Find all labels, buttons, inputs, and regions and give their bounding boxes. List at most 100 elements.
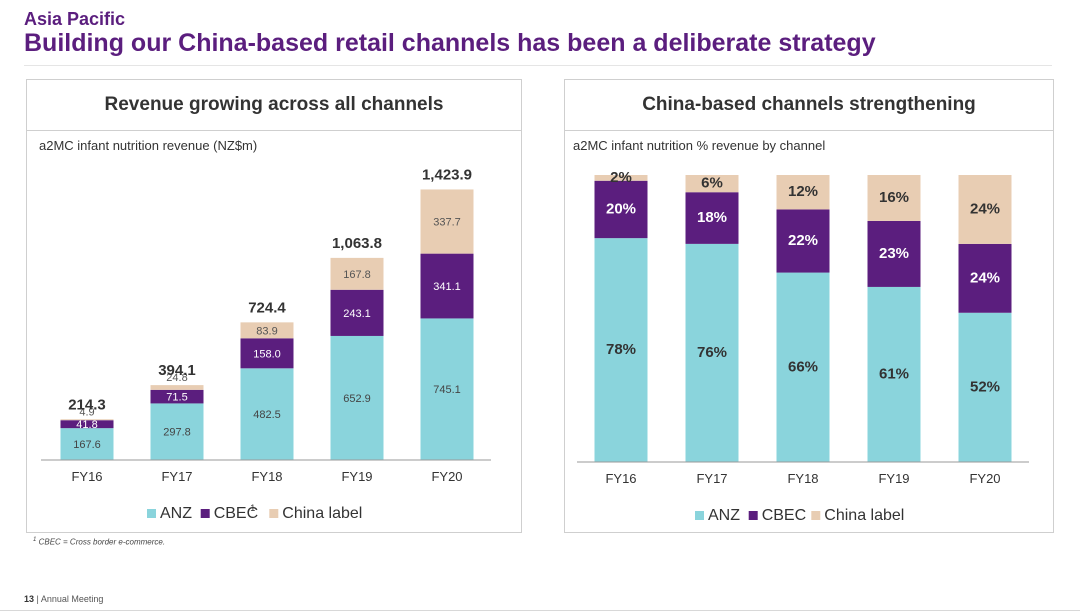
data-label-china-label-fy17: 24.8: [166, 372, 187, 384]
bar-anz-fy20: [420, 318, 474, 460]
x-tick-fy20: FY20: [431, 469, 462, 484]
total-label-fy19: 1,063.8: [332, 235, 382, 252]
x-tick-fy17: FY17: [161, 469, 192, 484]
bar-anz-fy18: [240, 368, 294, 460]
data-label-china-label-fy19: 16%: [879, 189, 909, 206]
footer-separator: |: [36, 594, 39, 604]
bar-cbec-fy20: [958, 243, 1012, 313]
data-label-china-label-fy20: 337.7: [433, 217, 461, 229]
data-label-cbec-fy19: 23%: [879, 245, 909, 262]
revenue-chart-panel: Revenue growing across all channels a2MC…: [26, 79, 522, 533]
data-label-anz-fy17: 297.8: [163, 427, 191, 439]
bar-anz-fy16: [594, 238, 648, 462]
legend-label-cbec: CBEC: [214, 505, 258, 522]
data-label-anz-fy18: 482.5: [253, 409, 281, 421]
data-label-anz-fy19: 652.9: [343, 393, 371, 405]
bar-cbec-fy19: [867, 220, 921, 287]
total-label-fy17: 394.1: [158, 362, 196, 379]
bar-anz-fy20: [958, 312, 1012, 462]
footnote-marker: 1: [33, 537, 37, 543]
bar-anz-fy17: [685, 243, 739, 462]
x-tick-fy18: FY18: [251, 469, 282, 484]
bar-cbec-fy17: [150, 389, 204, 404]
x-tick-fy17: FY17: [696, 471, 727, 486]
data-label-cbec-fy18: 158.0: [253, 348, 281, 360]
data-label-cbec-fy16: 41.8: [76, 419, 97, 431]
legend-swatch-anz: [695, 511, 704, 520]
footer-divider: [0, 610, 1080, 611]
revenue-stacked-bar-chart: a2MC infant nutrition revenue (NZ$m) 167.…: [39, 138, 491, 522]
legend-label-cbec: CBEC: [762, 507, 806, 524]
legend-swatch-china-label: [269, 509, 279, 518]
data-label-cbec-fy17: 71.5: [166, 392, 187, 404]
bar-cbec-fy16: [594, 180, 648, 239]
data-label-china-label-fy20: 24%: [970, 200, 1000, 217]
bar-anz-fy19: [330, 335, 384, 460]
data-label-china-label-fy17: 6%: [701, 175, 723, 192]
bar-china-label-fy16: [60, 419, 114, 421]
bar-cbec-fy20: [420, 253, 474, 319]
bar-china-label-fy19: [330, 257, 384, 290]
x-tick-fy16: FY16: [605, 471, 636, 486]
bar-china-label-fy18: [240, 322, 294, 339]
data-label-anz-fy19: 61%: [879, 365, 909, 382]
total-label-fy16: 214.3: [68, 396, 106, 413]
data-label-anz-fy20: 52%: [970, 378, 1000, 395]
footer-label: Annual Meeting: [40, 594, 104, 604]
legend-label-anz: ANZ: [708, 507, 740, 524]
data-label-china-label-fy16: 2%: [610, 169, 632, 186]
data-label-cbec-fy20: 24%: [970, 269, 1000, 286]
data-label-china-label-fy18: 83.9: [256, 325, 277, 337]
title-divider: [24, 65, 1052, 66]
data-label-china-label-fy16: 4.9: [79, 406, 94, 418]
legend-swatch-anz: [147, 509, 156, 518]
x-tick-fy18: FY18: [787, 471, 818, 486]
bar-cbec-fy19: [330, 289, 384, 336]
chart-subtitle: a2MC infant nutrition revenue (NZ$m): [39, 138, 257, 153]
bar-anz-fy16: [60, 428, 114, 460]
bar-anz-fy19: [867, 286, 921, 462]
data-label-anz-fy16: 78%: [606, 341, 636, 358]
share-chart-title: China-based channels strengthening: [565, 80, 1053, 131]
x-tick-fy19: FY19: [878, 471, 909, 486]
legend-superscript-cbec: 1: [250, 503, 255, 513]
bar-china-label-fy20: [958, 175, 1012, 244]
bar-china-label-fy17: [685, 175, 739, 193]
bar-cbec-fy17: [685, 192, 739, 244]
data-label-china-label-fy19: 167.8: [343, 269, 371, 281]
bar-china-label-fy18: [776, 175, 830, 210]
data-label-cbec-fy20: 341.1: [433, 281, 461, 293]
bar-china-label-fy19: [867, 175, 921, 221]
share-chart-panel: China-based channels strengthening a2MC …: [564, 79, 1054, 533]
legend-label-china-label: China label: [824, 507, 904, 524]
page-footer: 13 | Annual Meeting: [24, 594, 103, 604]
data-label-anz-fy17: 76%: [697, 344, 727, 361]
revenue-chart-title: Revenue growing across all channels: [27, 80, 521, 131]
data-label-anz-fy16: 167.6: [73, 439, 101, 451]
legend-swatch-china-label: [811, 511, 821, 520]
total-label-fy18: 724.4: [248, 299, 286, 316]
legend-label-china-label: China label: [282, 505, 362, 522]
data-label-cbec-fy17: 18%: [697, 209, 727, 226]
slide-title: Building our China-based retail channels…: [24, 29, 876, 57]
bar-cbec-fy16: [60, 420, 114, 429]
data-label-anz-fy18: 66%: [788, 358, 818, 375]
bar-anz-fy18: [776, 272, 830, 462]
footnote: 1 CBEC = Cross border e-commerce.: [33, 537, 165, 547]
data-label-cbec-fy18: 22%: [788, 232, 818, 249]
data-label-cbec-fy16: 20%: [606, 200, 636, 217]
legend-swatch-cbec: [200, 509, 210, 518]
bar-cbec-fy18: [776, 209, 830, 273]
bar-china-label-fy20: [420, 189, 474, 254]
bar-cbec-fy18: [240, 338, 294, 369]
share-stacked-bar-chart: a2MC infant nutrition % revenue by chann…: [573, 138, 1029, 524]
x-tick-fy19: FY19: [341, 469, 372, 484]
x-tick-fy16: FY16: [71, 469, 102, 484]
data-label-anz-fy20: 745.1: [433, 384, 461, 396]
data-label-china-label-fy18: 12%: [788, 183, 818, 200]
section-label: Asia Pacific: [24, 9, 126, 29]
chart-subtitle: a2MC infant nutrition % revenue by chann…: [573, 138, 825, 153]
total-label-fy20: 1,423.9: [422, 166, 472, 183]
data-label-cbec-fy19: 243.1: [343, 308, 371, 320]
x-tick-fy20: FY20: [969, 471, 1000, 486]
